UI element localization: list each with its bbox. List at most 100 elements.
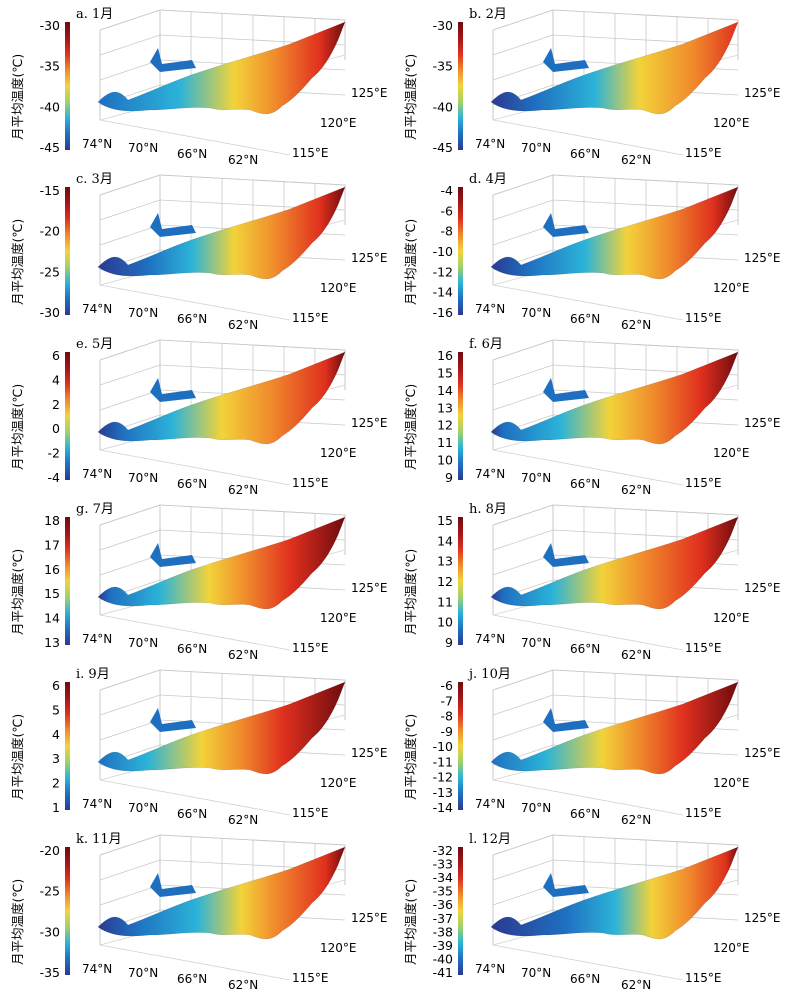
panel-3: -15 -20 -25 -30 月平均温度(℃) c. 3月 74°N 70°N 66°N 62°… [10, 172, 388, 332]
colorbar-tick-label: -16 [433, 305, 453, 320]
latitude-tick-label: 74°N [475, 302, 505, 316]
latitude-tick-label: 62°N [621, 318, 651, 332]
latitude-tick-label: 62°N [621, 483, 651, 497]
colorbar-tick-label: 9 [445, 635, 453, 650]
latitude-tick-label: 74°N [475, 962, 505, 976]
colorbar-tick-label: -14 [433, 800, 453, 815]
longitude-tick-label: 125°E [351, 416, 388, 430]
latitude-tick-label: 74°N [82, 632, 112, 646]
longitude-tick-label: 115°E [685, 971, 722, 985]
y-axis-label: 月平均温度(℃) [403, 549, 418, 635]
y-axis-label: 月平均温度(℃) [10, 384, 25, 470]
colorbar-tick-label: -34 [433, 870, 453, 885]
longitude-tick-label: 120°E [713, 281, 750, 295]
coastline-protrusion [150, 873, 196, 897]
latitude-tick-label: 74°N [475, 632, 505, 646]
y-axis-label: 月平均温度(℃) [403, 54, 418, 140]
colorbar-tick-label: -4 [441, 183, 454, 198]
panel-title: h. 8月 [469, 502, 507, 517]
colorbar-tick-label: 6 [52, 678, 60, 693]
coastline-protrusion [150, 213, 196, 237]
colorbar-tick-label: -11 [433, 754, 453, 769]
colorbar-tick-label: 17 [44, 537, 60, 552]
latitude-tick-label: 62°N [621, 978, 651, 992]
colorbar-tick-label: -30 [40, 924, 60, 939]
latitude-tick-label: 66°N [177, 807, 207, 821]
longitude-tick-label: 125°E [351, 911, 388, 925]
panel-11: -20 -25 -30 -35 月平均温度(℃) k. 11月 74°N 70°N 66°N 62… [10, 832, 388, 992]
coastline-protrusion [150, 543, 196, 567]
colorbar-tick-label: -40 [433, 951, 453, 966]
colorbar [65, 352, 70, 480]
colorbar-tick-label: 13 [44, 635, 60, 650]
panel-title: e. 5月 [76, 337, 113, 352]
colorbar-tick-label: -10 [433, 244, 453, 259]
longitude-tick-label: 125°E [744, 251, 781, 265]
latitude-tick-label: 62°N [228, 813, 258, 827]
latitude-tick-label: 74°N [475, 137, 505, 151]
latitude-tick-label: 70°N [128, 966, 158, 980]
colorbar-tick-label: -15 [40, 183, 60, 198]
latitude-tick-label: 66°N [570, 477, 600, 491]
temperature-surface [97, 21, 346, 115]
temperature-surface [490, 351, 739, 445]
panel-title: j. 10月 [467, 667, 511, 682]
longitude-tick-label: 115°E [685, 146, 722, 160]
panel-title: d. 4月 [469, 172, 507, 187]
latitude-tick-label: 70°N [128, 471, 158, 485]
colorbar-tick-label: 14 [437, 383, 453, 398]
latitude-tick-label: 66°N [570, 642, 600, 656]
y-axis-label: 月平均温度(℃) [403, 714, 418, 800]
latitude-tick-label: 70°N [521, 306, 551, 320]
longitude-tick-label: 125°E [744, 416, 781, 430]
panel-title: f. 6月 [469, 337, 503, 352]
colorbar-tick-label: -32 [433, 843, 453, 858]
temperature-surface [490, 186, 739, 280]
colorbar-tick-label: 6 [52, 348, 60, 363]
colorbar-tick-label: 0 [52, 421, 60, 436]
latitude-tick-label: 66°N [177, 972, 207, 986]
panel-7: 18 17 16 15 14 13 月平均温度(℃) g. 7月 74°N 70°N 66°N 62°… [10, 502, 388, 662]
longitude-tick-label: 120°E [713, 941, 750, 955]
latitude-tick-label: 70°N [521, 966, 551, 980]
colorbar-tick-label: 12 [437, 418, 453, 433]
latitude-tick-label: 62°N [621, 153, 651, 167]
colorbar-tick-label: -45 [433, 140, 453, 155]
colorbar [458, 187, 463, 315]
coastline-protrusion [150, 48, 196, 72]
colorbar-tick-label: -36 [433, 897, 453, 912]
longitude-tick-label: 115°E [685, 806, 722, 820]
latitude-tick-label: 70°N [128, 801, 158, 815]
colorbar-tick-label: -10 [433, 739, 453, 754]
colorbar-tick-label: 15 [437, 513, 453, 528]
longitude-tick-label: 125°E [744, 86, 781, 100]
colorbar-tick-label: 14 [44, 611, 60, 626]
latitude-tick-label: 74°N [82, 137, 112, 151]
longitude-tick-label: 120°E [320, 941, 357, 955]
latitude-tick-label: 70°N [521, 636, 551, 650]
latitude-tick-label: 66°N [570, 312, 600, 326]
colorbar-tick-label: -8 [441, 224, 454, 239]
colorbar-tick-label: -37 [433, 911, 453, 926]
colorbar-tick-label: -40 [433, 99, 453, 114]
colorbar [65, 847, 70, 975]
axis-box [492, 669, 739, 816]
latitude-tick-label: 70°N [521, 801, 551, 815]
panel-12: -32-33-34-35-36-37-38-39-40-41 月平均温度(℃) l.… [403, 832, 781, 992]
colorbar [458, 682, 463, 810]
latitude-tick-label: 74°N [475, 797, 505, 811]
y-axis-label: 月平均温度(℃) [10, 219, 25, 305]
longitude-tick-label: 115°E [292, 806, 329, 820]
longitude-tick-label: 120°E [320, 611, 357, 625]
colorbar [458, 517, 463, 645]
longitude-tick-label: 120°E [713, 611, 750, 625]
coastline-protrusion [543, 378, 589, 402]
longitude-tick-label: 115°E [292, 971, 329, 985]
latitude-tick-label: 66°N [570, 807, 600, 821]
y-axis-label: 月平均温度(℃) [10, 879, 25, 965]
longitude-tick-label: 115°E [685, 641, 722, 655]
colorbar-tick-label: -40 [40, 99, 60, 114]
panel-title: l. 12月 [469, 832, 511, 847]
coastline-protrusion [150, 708, 196, 732]
latitude-tick-label: 66°N [177, 477, 207, 491]
